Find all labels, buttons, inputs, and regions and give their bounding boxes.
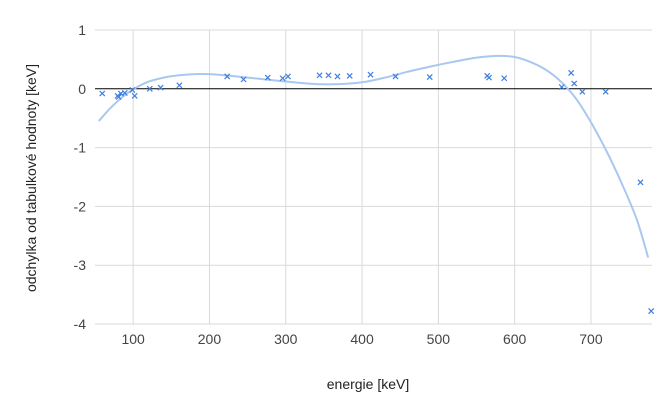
data-point: [279, 75, 286, 82]
data-point: [121, 89, 128, 96]
x-tick-label: 600: [503, 331, 527, 347]
x-axis-label: energie [keV]: [327, 376, 410, 392]
data-point: [264, 74, 271, 81]
trendline: [98, 54, 650, 258]
x-tick-label: 200: [198, 331, 222, 347]
data-point: [602, 88, 609, 95]
data-point: [284, 73, 291, 80]
data-point: [334, 73, 341, 80]
y-tick-label: -3: [74, 257, 87, 273]
data-point: [571, 80, 578, 87]
data-point: [224, 73, 231, 80]
data-point: [325, 72, 332, 79]
data-point: [131, 92, 138, 99]
x-tick-label: 100: [121, 331, 145, 347]
data-point: [568, 69, 575, 76]
data-points: [99, 69, 655, 315]
data-point: [637, 179, 644, 186]
x-tick-label: 700: [579, 331, 603, 347]
x-axis-ticks: 100 200 300 400 500 600 700: [121, 331, 602, 347]
data-point: [392, 73, 399, 80]
x-tick-label: 300: [274, 331, 298, 347]
data-point: [367, 71, 374, 78]
y-axis-label: odchylka od tabulkové hodnoty [keV]: [23, 64, 39, 292]
data-point: [146, 85, 153, 92]
data-point: [558, 84, 565, 91]
data-point: [316, 72, 323, 79]
data-point: [240, 76, 247, 83]
data-point: [115, 94, 122, 101]
grid-lines: [95, 29, 652, 325]
data-point: [129, 86, 136, 94]
data-point: [157, 84, 164, 91]
data-point: [501, 75, 508, 82]
x-tick-label: 500: [427, 331, 451, 347]
y-tick-label: 1: [78, 22, 86, 38]
data-point: [176, 82, 183, 89]
y-axis-ticks: 1 0 -1 -2 -3 -4: [74, 22, 87, 332]
data-point: [648, 308, 655, 315]
data-point: [485, 74, 493, 81]
data-point: [99, 90, 106, 97]
y-tick-label: 0: [78, 81, 86, 97]
data-point: [426, 74, 433, 81]
data-point: [579, 88, 586, 95]
x-tick-label: 400: [350, 331, 374, 347]
y-tick-label: -1: [74, 140, 87, 156]
data-point: [346, 72, 353, 79]
y-tick-label: -4: [74, 316, 87, 332]
y-tick-label: -2: [74, 198, 87, 214]
